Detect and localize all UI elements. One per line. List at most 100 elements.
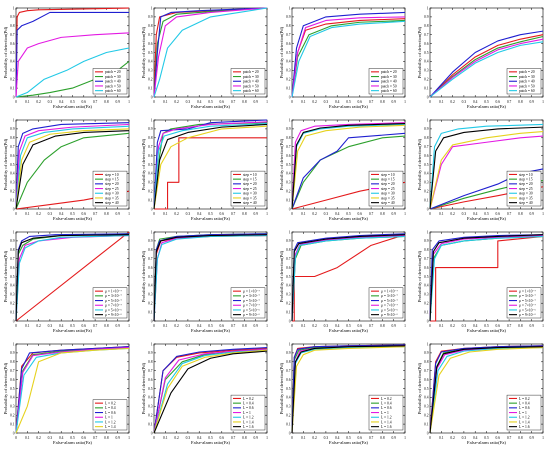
y-tick-label: 0.5 bbox=[286, 275, 291, 279]
legend-entry: patch = 60 bbox=[105, 89, 121, 93]
x-tick-label: 0.2 bbox=[450, 324, 455, 328]
x-axis-label: False-alarm ratio(Fa) bbox=[467, 216, 506, 221]
legend-entry: step = 20 bbox=[243, 182, 257, 186]
y-tick-label: 0.5 bbox=[10, 275, 15, 279]
legend-entry: patch = 40 bbox=[519, 80, 535, 84]
series-line-1 bbox=[15, 231, 130, 322]
y-tick-label: 0.2 bbox=[286, 302, 291, 306]
legend-entry: patch = 50 bbox=[105, 84, 121, 88]
y-tick-label: 0 bbox=[427, 95, 429, 99]
y-tick-label: 0.3 bbox=[424, 69, 429, 73]
legend-entry: patch = 30 bbox=[105, 75, 121, 79]
x-axis-label: False-alarm ratio(Fa) bbox=[53, 328, 92, 333]
series-line-6 bbox=[153, 349, 268, 434]
y-tick-label: 0.4 bbox=[424, 172, 429, 176]
x-tick-label: 0.9 bbox=[115, 100, 120, 104]
legend-box bbox=[92, 287, 128, 319]
x-tick-label: 0 bbox=[15, 100, 17, 104]
y-axis-label: Probability of detection(Pd) bbox=[417, 138, 422, 190]
legend-entry: L = 0.4 bbox=[381, 401, 392, 405]
series-line-6 bbox=[429, 131, 544, 210]
y-tick-label: 0.2 bbox=[10, 302, 15, 306]
x-tick-label: 0.7 bbox=[369, 436, 374, 440]
y-tick-label: 1 bbox=[151, 230, 153, 234]
y-tick-label: 0.1 bbox=[148, 422, 153, 426]
x-tick-label: 1 bbox=[266, 100, 268, 104]
series-line-6 bbox=[429, 347, 544, 434]
y-tick-label: 0.2 bbox=[424, 78, 429, 82]
y-tick-label: 0.8 bbox=[10, 136, 15, 140]
legend-entry: step = 30 bbox=[519, 192, 533, 196]
y-tick-label: 0.8 bbox=[10, 24, 15, 28]
series-line-3 bbox=[153, 7, 268, 98]
y-tick-label: 0.1 bbox=[10, 422, 15, 426]
series-line-2 bbox=[291, 135, 406, 210]
y-tick-label: 0.6 bbox=[424, 42, 429, 46]
series-line-7 bbox=[15, 130, 130, 210]
y-tick-label: 1 bbox=[151, 118, 153, 122]
x-tick-label: 0.3 bbox=[48, 436, 53, 440]
legend-entry: step = 40 bbox=[105, 201, 119, 205]
x-tick-label: 1 bbox=[542, 212, 544, 216]
series-line-3 bbox=[291, 132, 406, 210]
x-tick-label: 0.5 bbox=[70, 324, 75, 328]
x-tick-label: 0.8 bbox=[380, 436, 385, 440]
legend: μ = 1×10⁻⁷μ = 3×10⁻⁷μ = 5×10⁻⁷μ = 7×10⁻⁷… bbox=[506, 287, 542, 319]
legend-entry: μ = 5×10⁻⁶ bbox=[243, 308, 260, 312]
x-tick-label: 0.7 bbox=[507, 324, 512, 328]
series-line-5 bbox=[429, 347, 544, 434]
x-tick-label: 0.2 bbox=[312, 100, 317, 104]
x-axis-label: False-alarm ratio(Fa) bbox=[53, 440, 92, 445]
x-tick-label: 0.7 bbox=[93, 324, 98, 328]
y-tick-label: 0.3 bbox=[286, 405, 291, 409]
y-tick-label: 0.2 bbox=[286, 190, 291, 194]
y-tick-label: 0.2 bbox=[424, 414, 429, 418]
y-axis-label: Probability of detection(Pd) bbox=[279, 250, 284, 302]
y-tick-label: 0.5 bbox=[286, 387, 291, 391]
legend-entry: μ = 3×10⁻⁷ bbox=[105, 294, 122, 298]
y-tick-label: 0.4 bbox=[148, 396, 153, 400]
x-tick-label: 0.6 bbox=[358, 212, 363, 216]
x-tick-label: 0.6 bbox=[358, 436, 363, 440]
x-tick-label: 1 bbox=[128, 324, 130, 328]
x-tick-label: 0.6 bbox=[496, 212, 501, 216]
legend-entry: patch = 30 bbox=[243, 75, 259, 79]
x-tick-label: 0 bbox=[429, 100, 431, 104]
y-tick-label: 0.4 bbox=[286, 284, 291, 288]
legend-entry: μ = 1×10⁻⁷ bbox=[243, 289, 260, 293]
x-tick-label: 0.2 bbox=[174, 324, 179, 328]
y-tick-label: 0.7 bbox=[286, 145, 291, 149]
x-axis-label: False-alarm ratio(Fa) bbox=[191, 104, 230, 109]
y-tick-label: 0.9 bbox=[424, 351, 429, 355]
series-line-5 bbox=[153, 235, 268, 322]
x-tick-label: 0.6 bbox=[220, 436, 225, 440]
legend-entry: step = 40 bbox=[519, 201, 533, 205]
y-tick-label: 0.5 bbox=[424, 387, 429, 391]
y-tick-label: 0.4 bbox=[148, 284, 153, 288]
y-tick-label: 0.1 bbox=[286, 310, 291, 314]
x-tick-label: 0.9 bbox=[529, 212, 534, 216]
x-tick-label: 0.7 bbox=[93, 212, 98, 216]
legend-entry: L = 0.6 bbox=[105, 411, 116, 415]
y-tick-label: 0.1 bbox=[10, 310, 15, 314]
series-line-1 bbox=[15, 7, 130, 98]
y-tick-label: 0.9 bbox=[10, 127, 15, 131]
x-tick-label: 0.7 bbox=[507, 100, 512, 104]
legend-entry: μ = 7×10⁻⁷ bbox=[243, 304, 260, 308]
legend-entry: step = 25 bbox=[243, 187, 257, 191]
legend-entry: L = 1.6 bbox=[381, 425, 392, 429]
x-tick-label: 0.3 bbox=[186, 212, 191, 216]
x-tick-label: 0.4 bbox=[335, 100, 340, 104]
x-tick-label: 0.5 bbox=[208, 100, 213, 104]
x-tick-label: 0.3 bbox=[48, 212, 53, 216]
x-tick-label: 0.2 bbox=[174, 100, 179, 104]
series-line-4 bbox=[153, 348, 268, 434]
x-tick-label: 0.3 bbox=[186, 100, 191, 104]
legend-entry: L = 0.2 bbox=[381, 397, 392, 401]
y-tick-label: 0.3 bbox=[424, 293, 429, 297]
x-tick-label: 0.1 bbox=[25, 212, 30, 216]
x-tick-label: 0.9 bbox=[391, 100, 396, 104]
x-axis-label: False-alarm ratio(Fa) bbox=[329, 104, 368, 109]
